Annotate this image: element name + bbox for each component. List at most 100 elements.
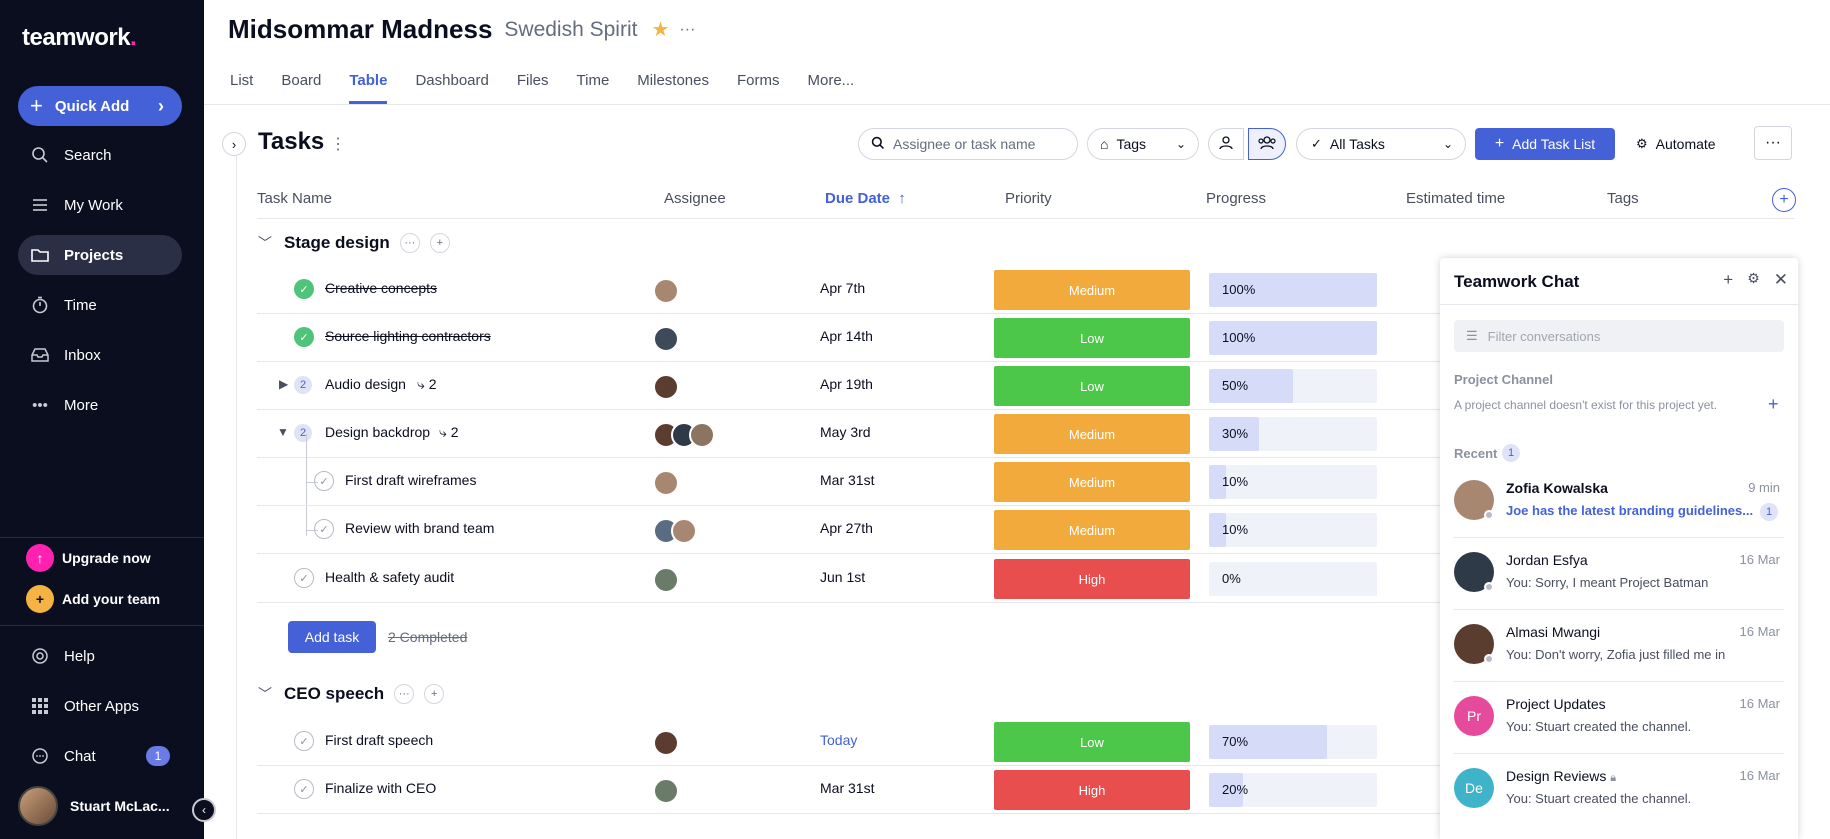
priority-cell[interactable]: Low xyxy=(994,722,1190,762)
sidebar-item-time[interactable]: Time xyxy=(18,285,182,325)
user-profile[interactable]: Stuart McLac... xyxy=(18,786,170,826)
task-name[interactable]: Design backdrop xyxy=(325,424,431,440)
add-column-button[interactable]: + xyxy=(1772,188,1796,212)
tasks-options-icon[interactable]: ⋮ xyxy=(330,136,346,153)
column-priority[interactable]: Priority xyxy=(1005,190,1052,207)
conversation-item[interactable]: Zofia Kowalska 9 min Joe has the latest … xyxy=(1454,468,1784,538)
check-circle-icon[interactable]: ✓ xyxy=(294,568,314,588)
progress-bar[interactable]: 100% xyxy=(1209,273,1377,307)
new-chat-icon[interactable]: + xyxy=(1723,270,1734,289)
tab-table[interactable]: Table xyxy=(349,72,388,104)
assignee-avatars[interactable] xyxy=(653,470,679,496)
assignee-avatars[interactable] xyxy=(653,326,679,352)
assignee-avatars[interactable] xyxy=(653,730,679,756)
progress-bar[interactable]: 20% xyxy=(1209,773,1377,807)
task-name[interactable]: Health & safety audit xyxy=(325,569,455,585)
priority-cell[interactable]: Medium xyxy=(994,510,1190,550)
due-date[interactable]: Apr 27th xyxy=(820,520,873,536)
my-tasks-toggle[interactable] xyxy=(1208,128,1244,160)
tab-board[interactable]: Board xyxy=(281,72,322,89)
column-task-name[interactable]: Task Name xyxy=(257,190,333,207)
completed-check-icon[interactable]: ✓ xyxy=(294,327,314,347)
priority-cell[interactable]: Medium xyxy=(994,462,1190,502)
task-list-header[interactable]: ﹀ Stage design ··· + xyxy=(258,233,450,253)
task-name[interactable]: First draft speech xyxy=(325,732,434,748)
more-actions-button[interactable]: ··· xyxy=(1754,126,1792,160)
tab-dashboard[interactable]: Dashboard xyxy=(415,72,489,89)
subtasks-indicator[interactable]: ⤷ 2 xyxy=(417,376,437,393)
table-row[interactable]: ✓ First draft wireframes Mar 31st Medium… xyxy=(257,458,1795,506)
priority-cell[interactable]: High xyxy=(994,770,1190,810)
settings-icon[interactable]: ⚙ xyxy=(1747,270,1760,286)
sidebar-item-other-apps[interactable]: Other Apps xyxy=(18,686,182,726)
collapse-sidebar-button[interactable]: ‹ xyxy=(192,798,216,822)
due-date[interactable]: Today xyxy=(820,732,858,748)
task-name[interactable]: First draft wireframes xyxy=(345,472,477,488)
close-icon[interactable]: ✕ xyxy=(1773,270,1788,289)
task-name[interactable]: Creative concepts xyxy=(325,280,438,296)
teamwork-logo[interactable]: teamwork. xyxy=(22,24,137,51)
conversation-item[interactable]: Pr Project Updates 16 Mar You: Stuart cr… xyxy=(1454,684,1784,754)
all-tasks-toggle[interactable] xyxy=(1248,128,1286,160)
conversation-item[interactable]: Jordan Esfya 16 Mar You: Sorry, I meant … xyxy=(1454,540,1784,610)
table-row[interactable]: ✓ Source lighting contractors Apr 14th L… xyxy=(257,314,1795,362)
sidebar-item-more[interactable]: ••• More xyxy=(18,385,182,425)
due-date[interactable]: Jun 1st xyxy=(820,569,866,585)
conversation-item[interactable]: De Design Reviews 🔒︎ 16 Mar You: Stuart … xyxy=(1454,756,1784,826)
table-row[interactable]: ▼ 2 Design backdrop ⤷ 2 May 3rd Medium 3… xyxy=(257,410,1795,458)
subtasks-indicator[interactable]: ⤷ 2 xyxy=(439,424,459,441)
assignee-avatars[interactable] xyxy=(653,374,679,400)
add-task-icon[interactable]: + xyxy=(424,684,445,704)
tab-milestones[interactable]: Milestones xyxy=(637,72,709,89)
sidebar-item-chat[interactable]: Chat xyxy=(18,736,182,776)
sidebar-item-my-work[interactable]: My Work xyxy=(18,185,182,225)
column-tags[interactable]: Tags xyxy=(1607,190,1639,207)
table-row[interactable]: ✓ Creative concepts Apr 7th Medium 100% xyxy=(257,266,1795,314)
priority-cell[interactable]: High xyxy=(994,559,1190,599)
tags-filter-button[interactable]: ⌂ Tags ⌄ xyxy=(1087,128,1199,160)
assignee-avatars[interactable] xyxy=(653,278,679,304)
task-filter-dropdown[interactable]: ✓ All Tasks ⌄ xyxy=(1296,128,1466,160)
priority-cell[interactable]: Medium xyxy=(994,414,1190,454)
star-icon[interactable]: ★ xyxy=(651,19,670,41)
assignee-avatars[interactable] xyxy=(653,422,715,448)
due-date[interactable]: Mar 31st xyxy=(820,472,875,488)
progress-bar[interactable]: 0% xyxy=(1209,562,1377,596)
progress-bar[interactable]: 100% xyxy=(1209,321,1377,355)
add-task-button[interactable]: Add task xyxy=(288,621,376,653)
column-estimated-time[interactable]: Estimated time xyxy=(1406,190,1506,207)
collapse-subtasks-icon[interactable]: ▼ xyxy=(277,425,289,439)
priority-cell[interactable]: Low xyxy=(994,366,1190,406)
chevron-down-icon[interactable]: ﹀ xyxy=(258,235,272,251)
create-channel-icon[interactable]: + xyxy=(1768,394,1779,414)
table-row[interactable]: ✓ Finalize with CEO Mar 31st High 20% xyxy=(257,766,1795,814)
search-field[interactable] xyxy=(858,128,1078,160)
table-row[interactable]: ✓ Review with brand team Apr 27th Medium… xyxy=(257,506,1795,554)
column-assignee[interactable]: Assignee xyxy=(664,190,726,207)
task-name[interactable]: Review with brand team xyxy=(345,520,495,536)
column-progress[interactable]: Progress xyxy=(1206,190,1267,207)
priority-cell[interactable]: Medium xyxy=(994,270,1190,310)
due-date[interactable]: Apr 19th xyxy=(820,376,873,392)
add-task-list-button[interactable]: + Add Task List xyxy=(1475,128,1615,160)
tab-list[interactable]: List xyxy=(230,72,254,89)
due-date[interactable]: Apr 14th xyxy=(820,328,873,344)
check-circle-icon[interactable]: ✓ xyxy=(314,471,334,491)
check-circle-icon[interactable]: ✓ xyxy=(294,731,314,751)
assignee-avatars[interactable] xyxy=(653,567,679,593)
automate-button[interactable]: ⚙ Automate xyxy=(1636,128,1716,160)
expand-subtasks-icon[interactable]: ▶ xyxy=(279,377,289,391)
progress-bar[interactable]: 70% xyxy=(1209,725,1377,759)
tab-files[interactable]: Files xyxy=(516,72,549,89)
check-circle-icon[interactable]: ✓ xyxy=(314,519,334,539)
chevron-down-icon[interactable]: ﹀ xyxy=(258,686,272,702)
sidebar-item-inbox[interactable]: Inbox xyxy=(18,335,182,375)
completed-check-icon[interactable]: ✓ xyxy=(294,279,314,299)
progress-bar[interactable]: 10% xyxy=(1209,465,1377,499)
task-list-options-icon[interactable]: ··· xyxy=(394,684,415,704)
company-name[interactable]: Swedish Spirit xyxy=(504,17,638,41)
assignee-avatars[interactable] xyxy=(653,778,679,804)
progress-bar[interactable]: 10% xyxy=(1209,513,1377,547)
tab-forms[interactable]: Forms xyxy=(737,72,780,89)
more-options-icon[interactable]: ··· xyxy=(679,20,696,38)
